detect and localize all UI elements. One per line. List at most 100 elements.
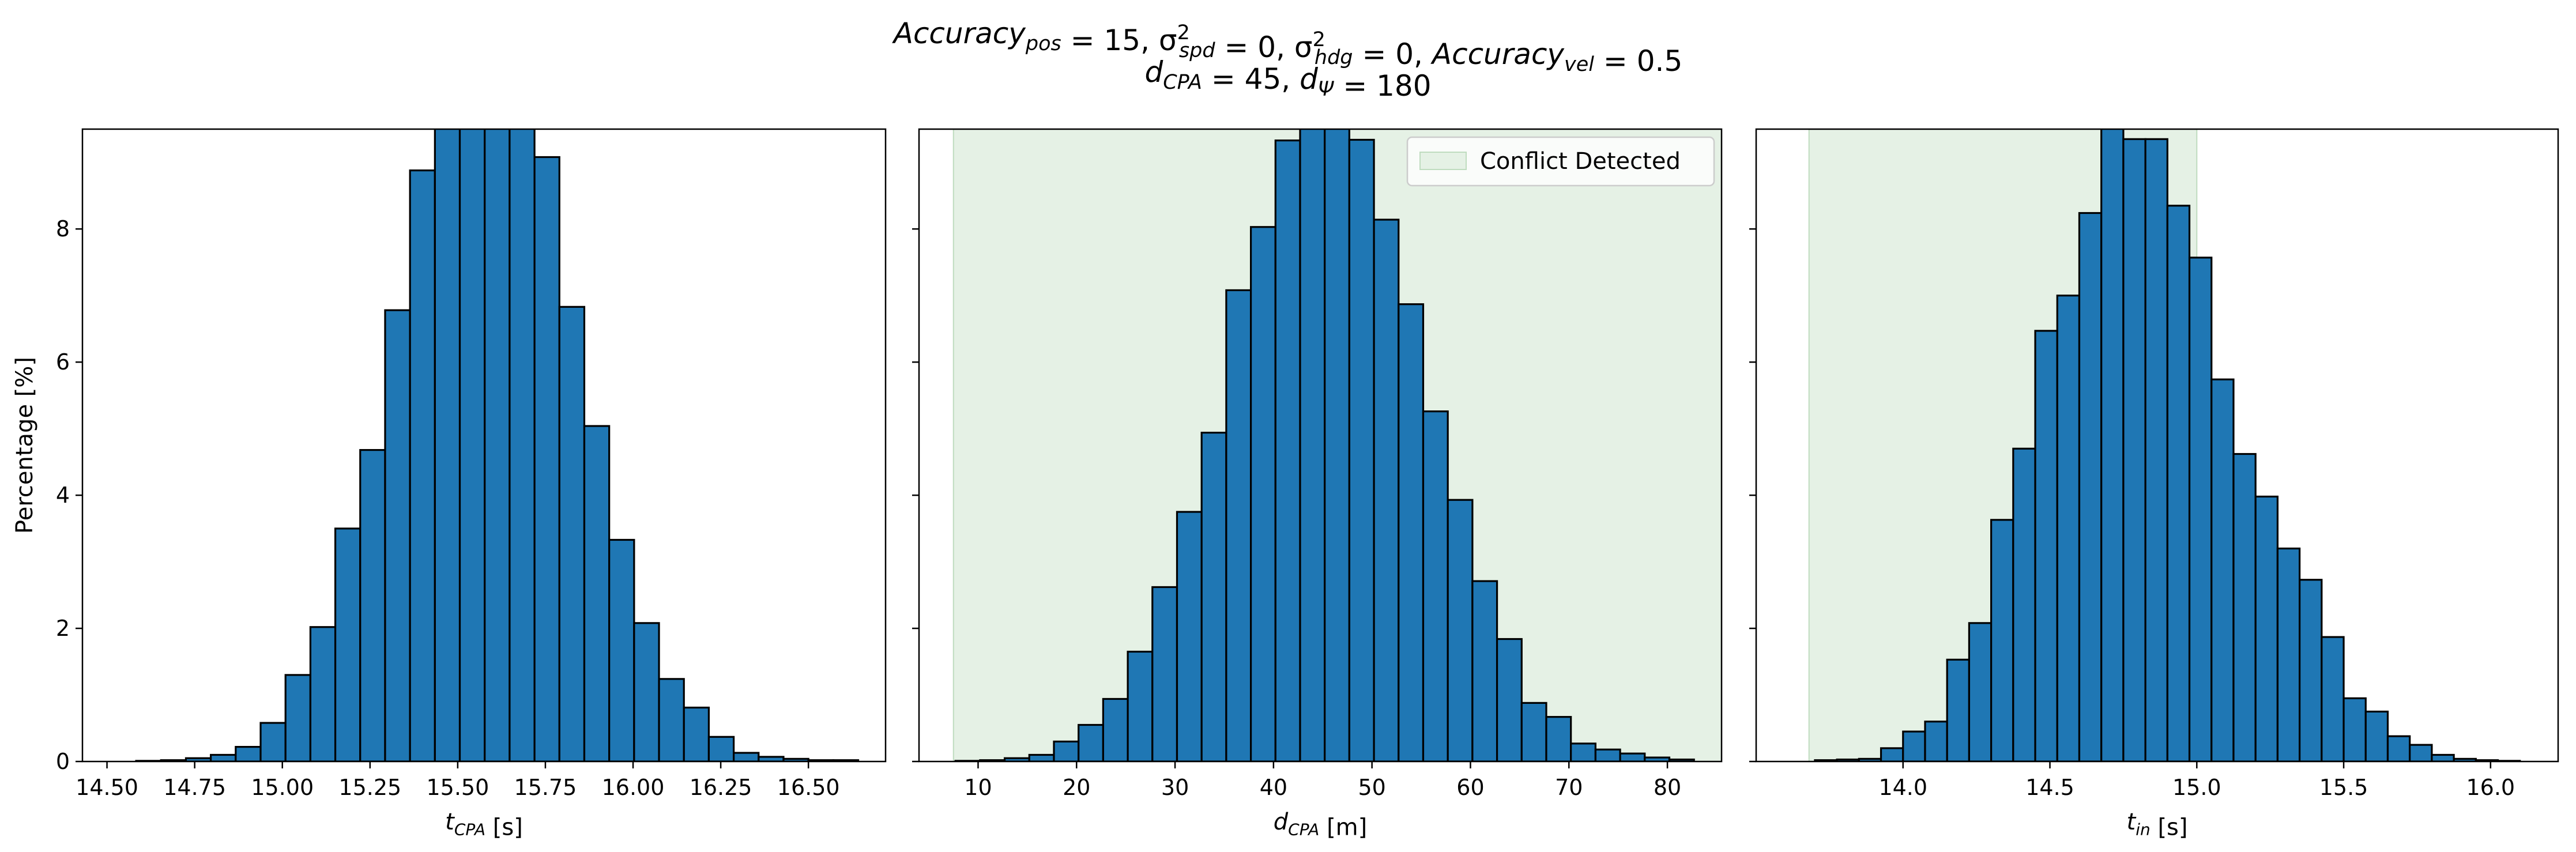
legend: Conflict Detected: [1406, 136, 1715, 187]
histogram-bar: [334, 527, 361, 761]
x-tick-label: 14.0: [1878, 775, 1927, 800]
y-tick-label: 2: [56, 616, 70, 641]
histogram-bar: [259, 722, 287, 761]
x-tick-label: 16.00: [602, 775, 665, 800]
histogram-bar: [608, 538, 635, 761]
histogram-bar: [1880, 747, 1904, 761]
histogram-bar: [1151, 586, 1178, 761]
histogram-bar: [2254, 495, 2279, 761]
histogram-bar: [2386, 735, 2411, 761]
histogram-bar: [2034, 330, 2058, 761]
x-axis-label: tin [s]: [2127, 809, 2188, 841]
histogram-bar: [1176, 511, 1203, 761]
legend-box: [1406, 136, 1715, 187]
histogram-bar: [235, 745, 262, 761]
histogram-bar: [1200, 431, 1227, 761]
y-tick-label: 0: [56, 749, 70, 774]
figure-title-line-2: dCPA = 45, dΨ = 180: [1144, 55, 1431, 103]
histogram-bar: [1348, 138, 1375, 761]
x-tick-label: 10: [964, 775, 992, 800]
histogram-bar: [583, 425, 611, 761]
histogram-bar: [2210, 378, 2235, 761]
histogram-bar: [1902, 730, 1926, 761]
histogram-bar: [1398, 303, 1425, 761]
histogram-bar: [2100, 129, 2125, 761]
histogram-bar: [2144, 138, 2168, 761]
x-tick-label: 16.25: [690, 775, 752, 800]
histogram-bar: [359, 448, 386, 761]
histogram-bar: [683, 706, 710, 761]
histogram-bar: [1545, 716, 1572, 761]
y-tick-label: 6: [56, 349, 70, 375]
x-tick-label: 14.50: [76, 775, 138, 800]
x-tick-label: 14.5: [2025, 775, 2074, 800]
histogram-bar: [633, 622, 660, 761]
histogram-bar: [1990, 519, 2014, 761]
histogram-bar: [1968, 622, 1993, 761]
histogram-bar: [434, 129, 461, 761]
histogram-bar: [1249, 226, 1276, 761]
plot-area: [1808, 129, 2521, 761]
y-tick-label: 4: [56, 482, 70, 508]
histogram-bar: [1274, 140, 1301, 761]
axes-frame: [918, 128, 1723, 763]
histogram-bar: [458, 129, 486, 761]
x-tick-label: 80: [1654, 775, 1681, 800]
histogram-bar: [1102, 698, 1129, 761]
histogram-bar: [1422, 410, 1449, 761]
plot-area: [135, 129, 860, 761]
histogram-bar: [484, 129, 511, 761]
histogram-bar: [1053, 740, 1080, 761]
x-tick-label: 16.50: [777, 775, 840, 800]
histogram-bar: [2188, 257, 2213, 761]
histogram-bar: [1570, 742, 1596, 761]
y-tick-label: 8: [56, 216, 70, 242]
x-tick-label: 40: [1260, 775, 1287, 800]
histogram-bar: [2364, 710, 2389, 761]
histogram-bar: [409, 169, 436, 761]
axes-frame: [81, 128, 887, 763]
histogram-bar: [2056, 295, 2081, 761]
histogram-bar: [2321, 636, 2345, 761]
plot-area: [952, 129, 1722, 761]
histogram-bar: [2166, 205, 2191, 761]
histogram-bar: [1225, 289, 1252, 761]
histogram-bar: [509, 129, 536, 761]
histogram-bar: [1299, 129, 1326, 761]
histogram-bar: [2012, 447, 2036, 761]
y-axis-label: Percentage [%]: [12, 357, 38, 534]
histogram-bar: [1471, 580, 1498, 761]
histogram-bar: [2299, 579, 2323, 761]
histogram-bar: [2232, 453, 2257, 761]
histogram-bar: [1373, 218, 1400, 761]
histogram-bar: [210, 753, 237, 761]
histogram-bar: [658, 678, 685, 761]
histogram-bar: [384, 309, 411, 761]
histogram-bar: [2431, 753, 2455, 761]
x-tick-label: 15.25: [338, 775, 401, 800]
histogram-bar: [707, 736, 735, 761]
histogram-bar: [2342, 697, 2367, 761]
x-axis-label: tCPA [s]: [445, 809, 523, 841]
histogram-bar: [1520, 702, 1547, 761]
histogram-bar: [1924, 721, 1948, 761]
x-tick-label: 15.50: [426, 775, 489, 800]
x-tick-label: 15.0: [2172, 775, 2221, 800]
histogram-bar: [1619, 752, 1646, 761]
histogram-bar: [2276, 547, 2301, 761]
histogram-bar: [1496, 638, 1523, 761]
histogram-bar: [733, 752, 760, 761]
x-tick-label: 60: [1456, 775, 1484, 800]
histogram-bar: [2409, 744, 2433, 761]
histogram-bar: [1594, 748, 1621, 761]
histogram-bar: [1324, 129, 1350, 761]
x-tick-label: 15.75: [514, 775, 577, 800]
histogram-bar: [284, 674, 311, 761]
x-tick-label: 70: [1555, 775, 1583, 800]
legend-swatch: [1419, 152, 1467, 170]
x-tick-label: 15.00: [251, 775, 314, 800]
histogram-bar: [1078, 723, 1104, 761]
histogram-bar: [2122, 138, 2146, 761]
panel-tcpa-histogram: 14.50 14.75 15.00 15.25 15.50 15.75 16.00 16.25…: [12, 128, 887, 841]
